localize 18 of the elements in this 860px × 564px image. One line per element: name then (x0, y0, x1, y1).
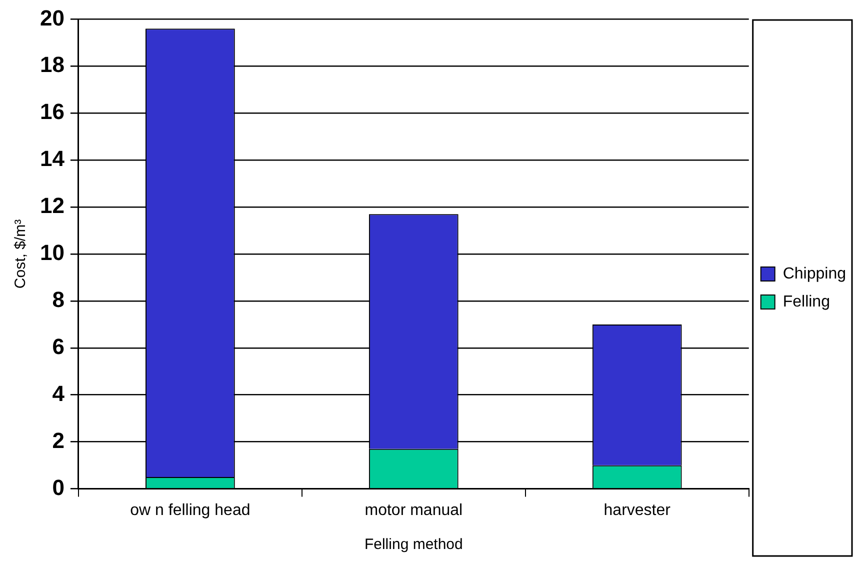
y-tick-label: 12 (40, 193, 64, 218)
y-tick-label: 16 (40, 99, 64, 124)
y-tick-label: 18 (40, 52, 64, 78)
y-tick-label: 14 (40, 146, 66, 172)
y-tick-label: 10 (40, 240, 64, 266)
x-tick-label: harvester (604, 502, 672, 519)
y-tick-label: 8 (52, 287, 64, 312)
x-tick-label: motor manual (364, 502, 463, 519)
legend-label: Chipping (782, 265, 846, 282)
y-tick-label: 2 (52, 428, 64, 453)
legend-label: Felling (782, 293, 830, 310)
y-tick-label: 4 (52, 380, 66, 406)
x-tick-label: ow n felling head (130, 502, 250, 519)
x-axis-title: Felling method (364, 536, 463, 554)
y-tick-label: 20 (40, 5, 64, 30)
y-tick-label: 0 (52, 474, 64, 500)
y-tick-label: 6 (52, 334, 64, 359)
y-axis-title: Cost, $/m³ (12, 219, 30, 289)
